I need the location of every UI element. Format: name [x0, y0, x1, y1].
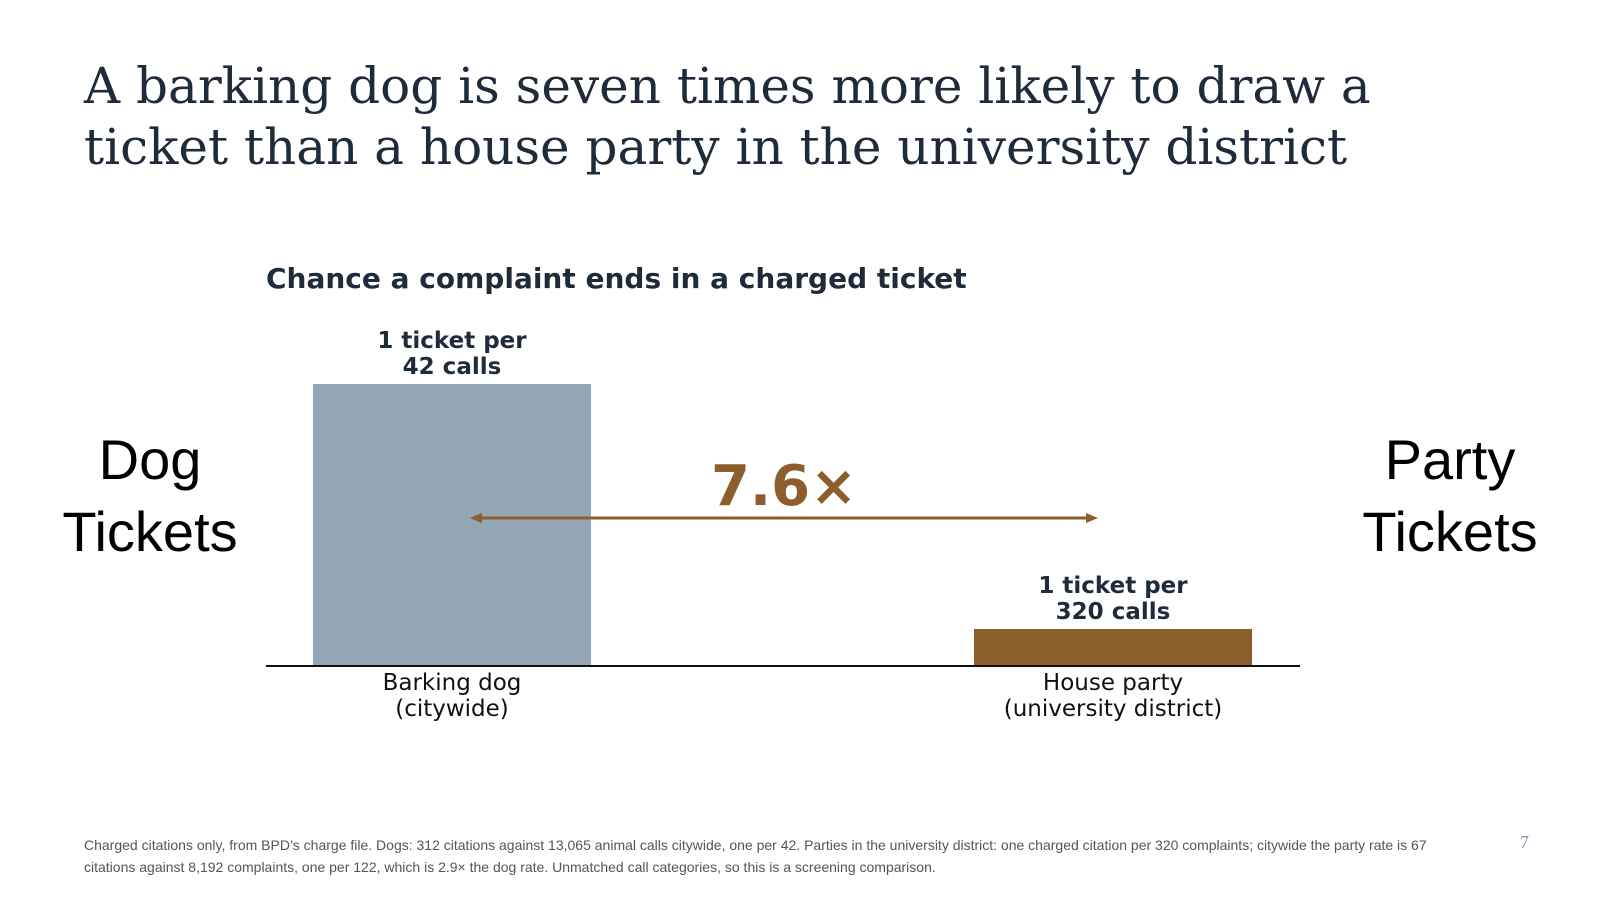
ratio-annotation: 7.6×: [711, 454, 857, 519]
party-tickets-label-line-2: Tickets: [1362, 500, 1538, 563]
ratio-arrow-head-right: [1086, 513, 1098, 523]
bar-1: [974, 628, 1252, 666]
value-label-1-0: 1 ticket per: [1038, 573, 1188, 599]
category-label-1-0: House party: [1043, 670, 1183, 696]
bar-0: [313, 384, 591, 666]
category-label-0-1: (citywide): [395, 696, 509, 722]
value-label-0-0: 1 ticket per: [377, 328, 527, 354]
party-tickets-label: Party Tickets: [1340, 424, 1560, 568]
category-label-1-1: (university district): [1004, 696, 1223, 722]
page-number: 7: [1520, 832, 1529, 852]
footnote: Charged citations only, from BPD’s charg…: [84, 837, 1427, 875]
party-tickets-label-line-1: Party: [1384, 428, 1516, 491]
dog-tickets-label-line-2: Tickets: [62, 500, 238, 563]
ratio-arrow-head-left: [470, 513, 482, 523]
slide-title: A barking dog is seven times more likely…: [84, 57, 1371, 176]
category-label-0-0: Barking dog: [383, 670, 522, 696]
chart-title: Chance a complaint ends in a charged tic…: [266, 262, 967, 295]
dog-tickets-label: Dog Tickets: [50, 424, 250, 568]
value-label-1-1: 320 calls: [1056, 599, 1171, 625]
dog-tickets-label-line-1: Dog: [98, 428, 202, 491]
value-label-0-1: 42 calls: [403, 354, 502, 380]
